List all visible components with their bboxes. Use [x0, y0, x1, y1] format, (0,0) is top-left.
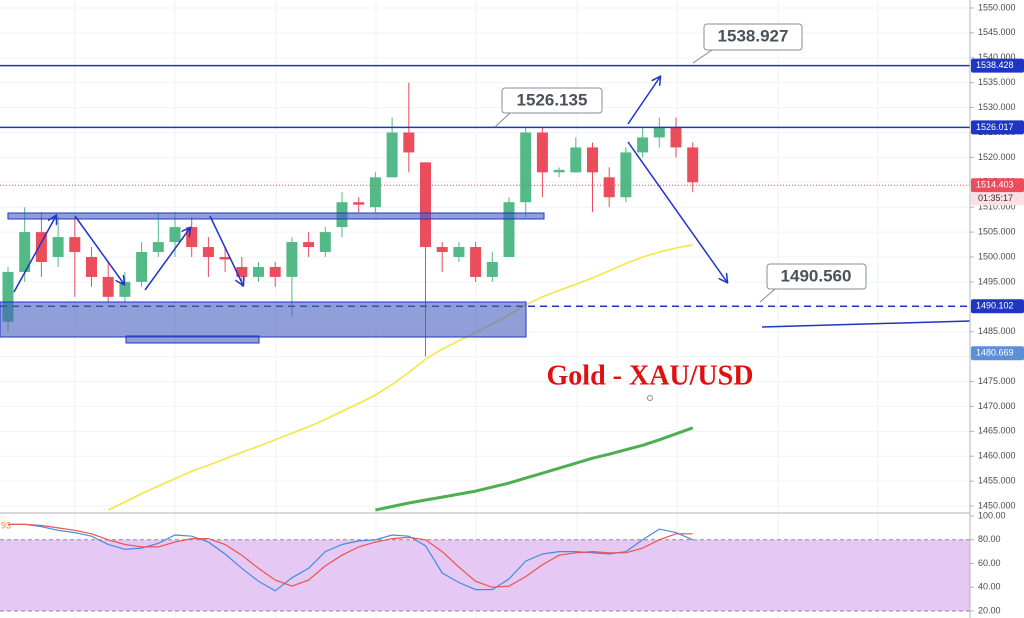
indicator-value: 93 [1, 520, 11, 530]
candle-body [202, 247, 214, 257]
indicator-line [8, 523, 693, 592]
y-tick-label: 1545.000 [978, 27, 1016, 37]
candle-body [587, 147, 598, 173]
y-tick-label: 1505.000 [978, 226, 1016, 236]
y-tick-label: 1500.000 [978, 251, 1016, 261]
y-tick-label: 100.00 [978, 510, 1006, 520]
callout-label: 1490.560 [781, 266, 852, 285]
candle-body [620, 152, 632, 198]
price-badge-label: 1538.428 [976, 60, 1014, 70]
y-tick-label: 1540.000 [978, 52, 1016, 62]
candle-body [386, 132, 398, 178]
price-badge [971, 178, 1024, 193]
y-tick-label: 1510.000 [978, 202, 1016, 212]
price-badge-label: 1526.017 [976, 122, 1014, 132]
candle-body [253, 266, 264, 277]
drawings: 1538.927 1526.135 1490.560 Gold - XAU/US… [0, 23, 971, 401]
candle-body [653, 127, 665, 138]
candle-body [603, 177, 615, 198]
candle-body [369, 177, 381, 208]
y-tick-label: 1550.000 [978, 2, 1016, 12]
indicator-line [107, 244, 693, 511]
cursor-dot [647, 395, 653, 401]
y-tick-label: 1530.000 [978, 102, 1016, 112]
candle-body [420, 162, 431, 248]
y-tick-label: 20.00 [978, 605, 1001, 615]
candle-body [470, 247, 482, 277]
y-tick-label: 40.00 [978, 582, 1001, 592]
y-tick-label: 1455.000 [978, 475, 1016, 485]
resistance-zone [7, 212, 545, 220]
candle-body [152, 242, 164, 253]
price-badge-label: 1514.403 [976, 180, 1014, 190]
candle-body [319, 232, 331, 253]
candle-body [570, 147, 582, 173]
candle-body [486, 261, 498, 277]
support-zone-small [125, 335, 260, 344]
candle-body [35, 232, 47, 262]
candle-body [52, 237, 64, 257]
candle-body [353, 202, 365, 205]
indicator-line [375, 426, 694, 512]
chart-title: Gold - XAU/USD [547, 360, 754, 391]
candle-body [269, 266, 281, 277]
y-tick-label: 1465.000 [978, 426, 1016, 436]
stochastic-band [0, 539, 970, 611]
y-tick-label: 1460.000 [978, 451, 1016, 461]
countdown-badge [971, 192, 1024, 206]
candle-body [19, 232, 31, 272]
candle-body [102, 276, 114, 297]
y-tick-label: 60.00 [978, 558, 1001, 568]
indicator-line [8, 523, 693, 588]
candle-body [303, 242, 315, 248]
y-tick-label: 1470.000 [978, 401, 1016, 411]
candle-body [503, 202, 515, 257]
candle-body [86, 256, 97, 277]
price-badge [971, 58, 1024, 73]
candle-body [687, 147, 699, 183]
price-badge [971, 346, 1024, 361]
candle-body [2, 271, 14, 322]
callout-3: 1490.560 [759, 263, 867, 303]
callout-2: 1526.135 [494, 87, 603, 128]
candle-body [119, 281, 131, 297]
y-tick-label: 80.00 [978, 534, 1001, 544]
candle-body [403, 132, 415, 153]
candle-body [136, 252, 148, 282]
y-tick-label: 1495.000 [978, 276, 1016, 286]
support-zone [0, 301, 527, 338]
y-tick-label: 1520.000 [978, 152, 1016, 162]
y-tick-label: 1485.000 [978, 326, 1016, 336]
background-layer [0, 7, 970, 612]
price-badge-label: 1490.102 [976, 301, 1014, 311]
countdown-label: 01:35:17 [978, 193, 1013, 203]
candle-body [286, 242, 298, 277]
candle-body [520, 132, 532, 203]
candle-body [553, 169, 565, 173]
candle-body [219, 256, 231, 260]
candle-body [436, 247, 448, 253]
candle-body [670, 127, 682, 148]
candle-body [453, 247, 465, 257]
price-badge [971, 299, 1024, 314]
callout-label: 1526.135 [517, 90, 588, 109]
price-badge [971, 120, 1024, 135]
callout-1: 1538.927 [692, 23, 803, 64]
y-tick-label: 1535.000 [978, 77, 1016, 87]
y-tick-label: 1475.000 [978, 376, 1016, 386]
candle-body [186, 227, 198, 248]
candle-body [69, 237, 81, 253]
price-badge-label: 1480.669 [976, 348, 1014, 358]
candle-body [637, 137, 649, 153]
callout-label: 1538.927 [718, 26, 789, 45]
y-tick-label: 1450.000 [978, 500, 1016, 510]
candle-body [169, 227, 181, 243]
candle-body [236, 266, 248, 277]
trend-arrows [13, 77, 971, 328]
candle-body [536, 132, 548, 173]
